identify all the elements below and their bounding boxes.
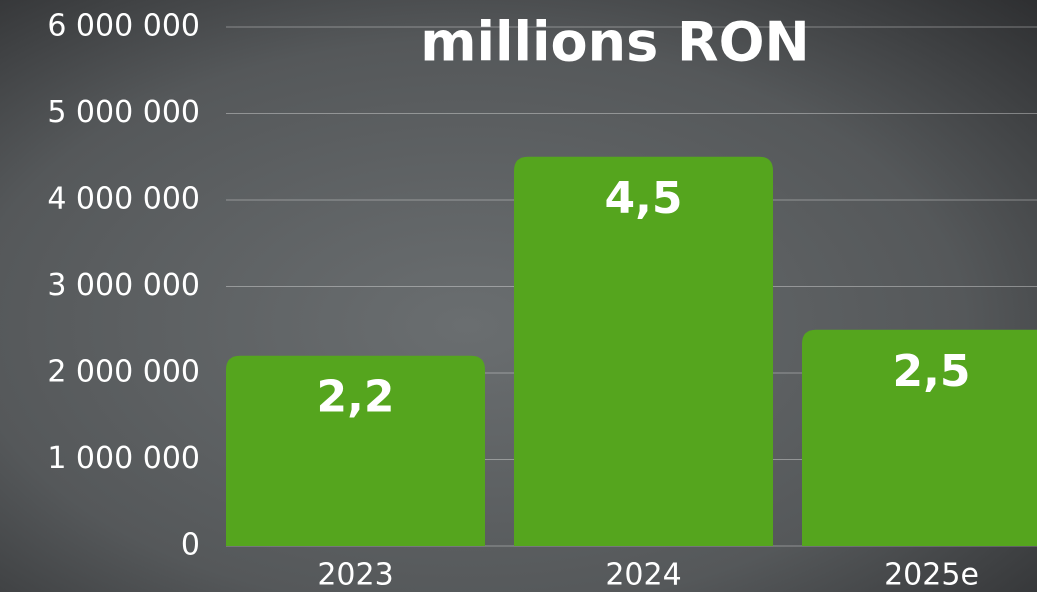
y-tick-label: 0 [181, 528, 200, 563]
value-label: 2,5 [893, 346, 971, 397]
chart: millions RON 0 1 000 000 2 000 000 3 000 00… [0, 0, 1037, 592]
y-tick-label: 1 000 000 [47, 441, 200, 476]
value-label: 4,5 [605, 173, 683, 224]
y-tick-label: 2 000 000 [47, 355, 200, 390]
y-tick-label: 4 000 000 [47, 182, 200, 217]
value-label: 2,2 [317, 372, 395, 423]
chart-title: millions RON [420, 11, 809, 74]
y-tick-label: 3 000 000 [47, 268, 200, 303]
y-tick-label: 5 000 000 [47, 95, 200, 130]
x-tick-label: 2023 [317, 558, 393, 592]
x-tick-label: 2024 [605, 558, 681, 592]
x-tick-label: 2025e [884, 558, 979, 592]
y-tick-label: 6 000 000 [47, 9, 200, 44]
page: {"chart_data":{"type":"bar","title":"mil… [0, 0, 1037, 592]
